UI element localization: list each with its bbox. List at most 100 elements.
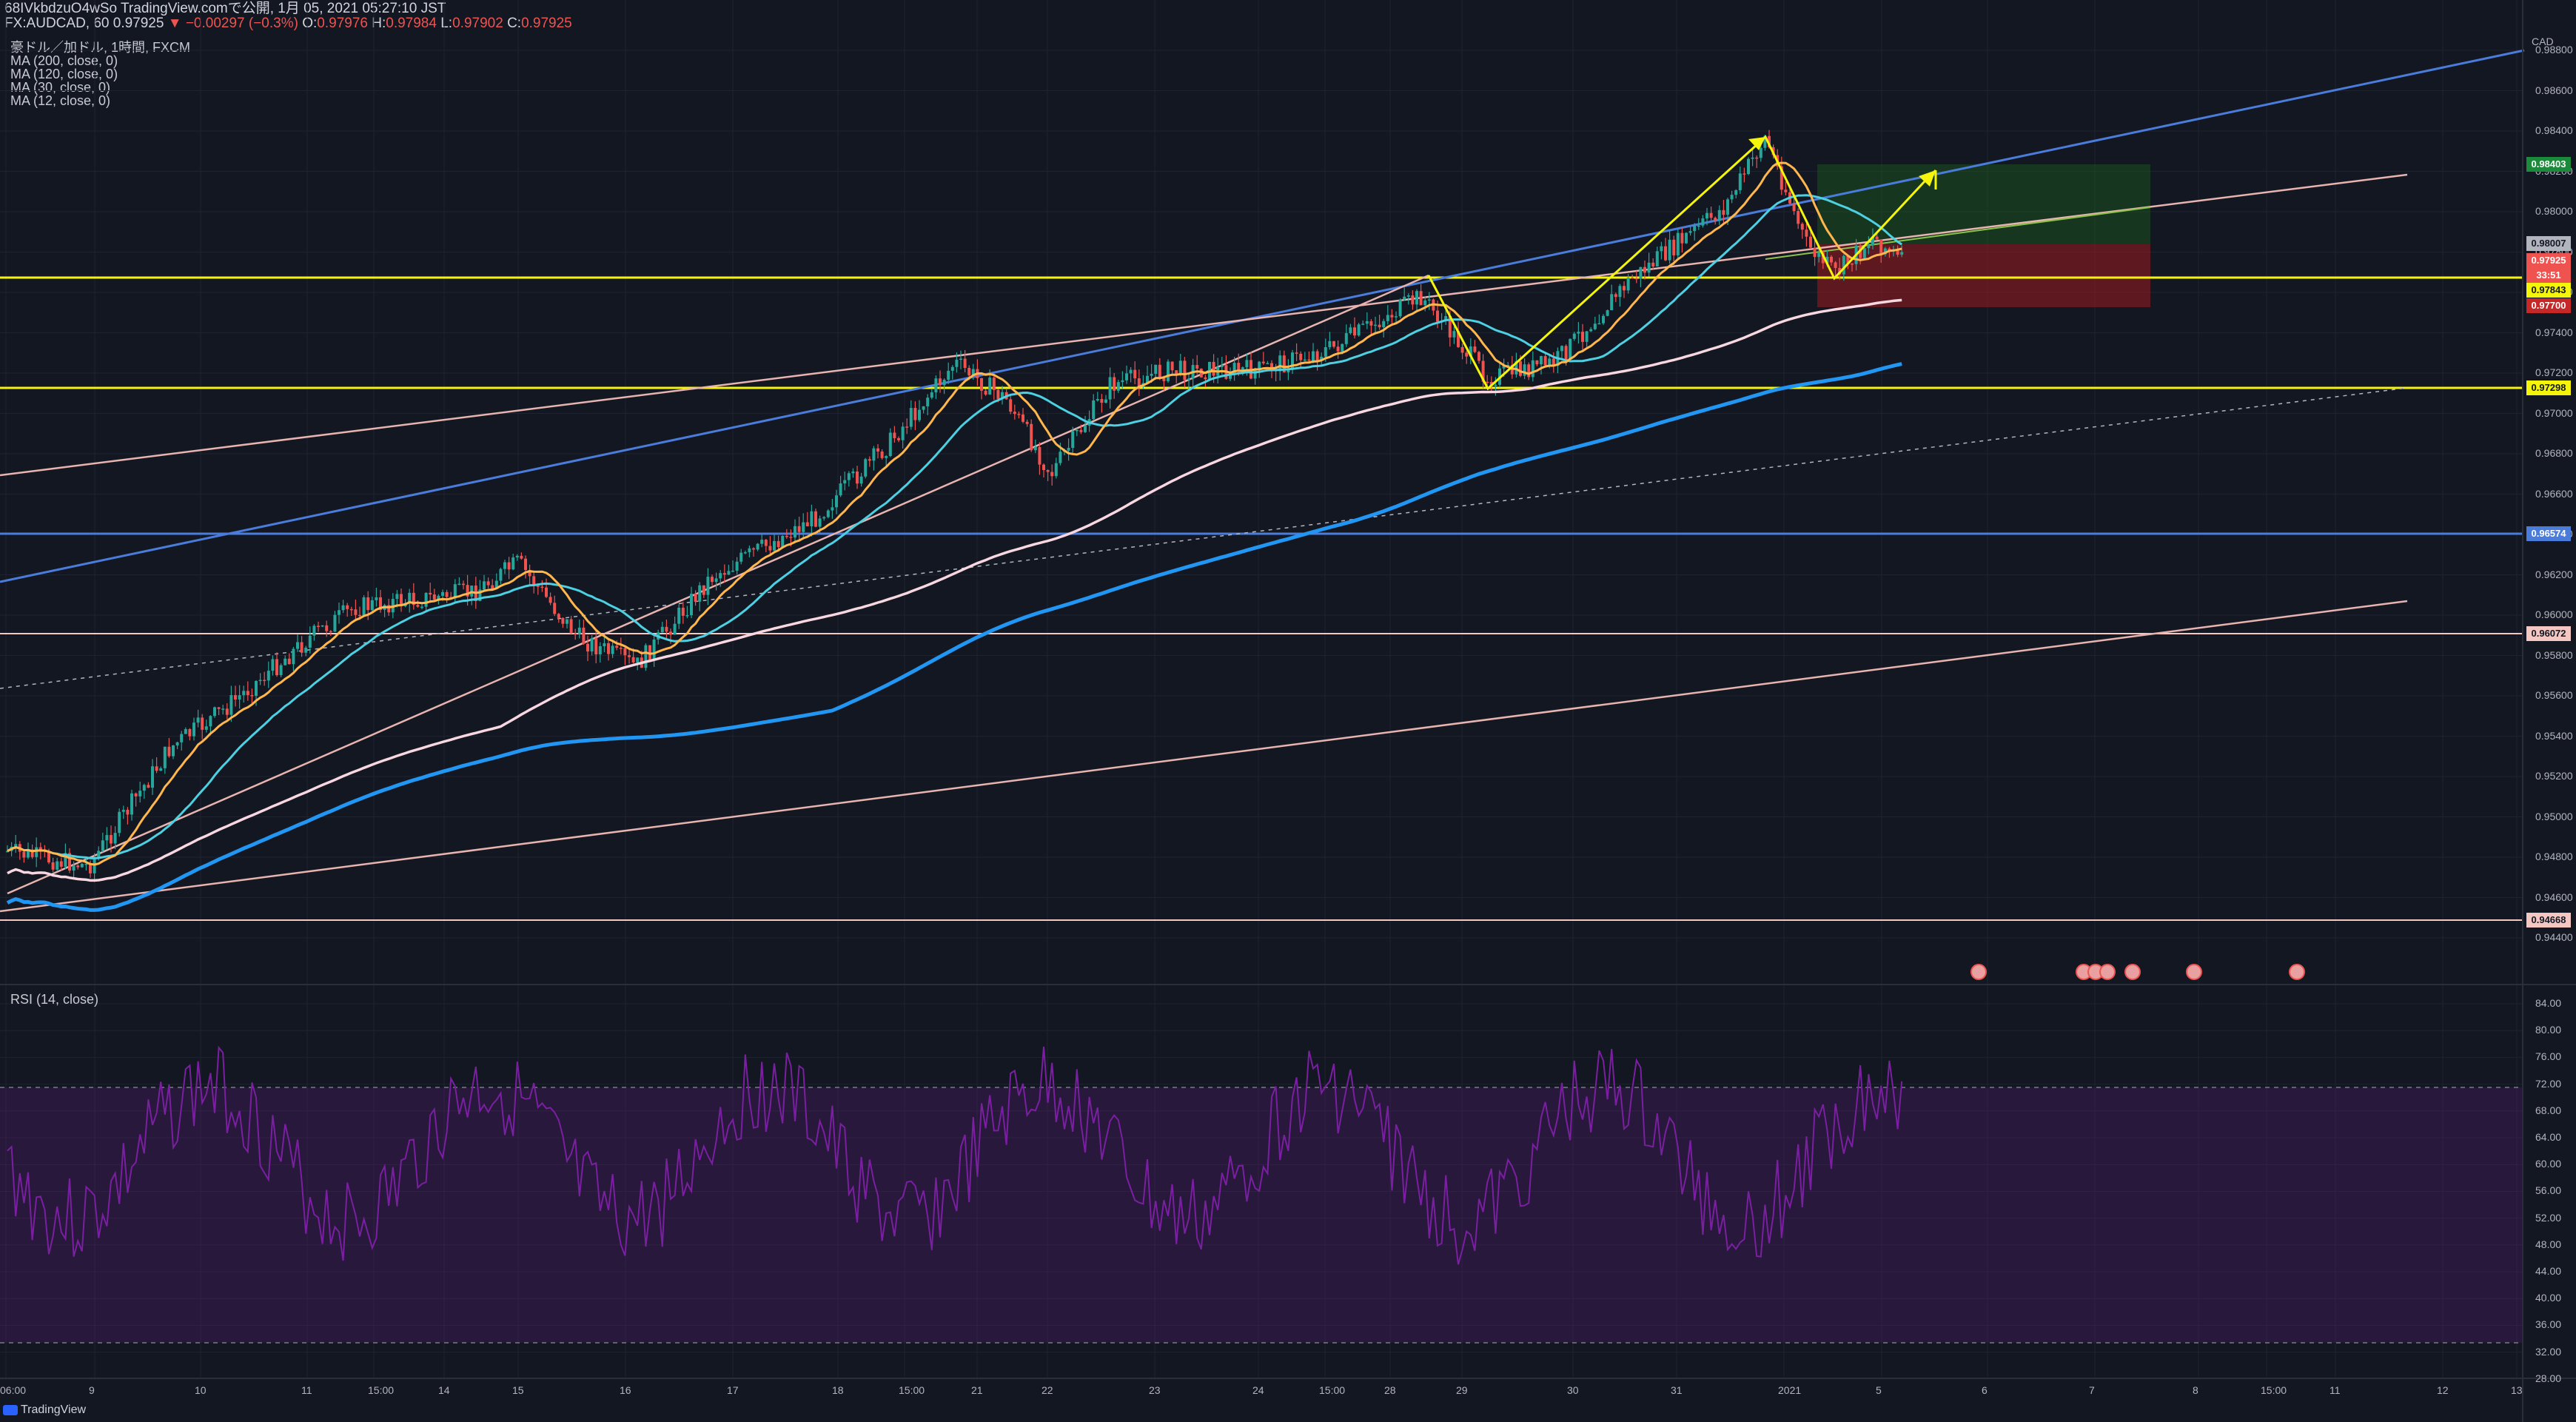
candle-body [1792, 203, 1796, 212]
candle-body [1423, 300, 1427, 306]
candle-body [942, 379, 946, 386]
price-tag: 0.96574 [2526, 526, 2571, 541]
target-zone[interactable] [1817, 164, 2150, 244]
candle-body [59, 861, 63, 867]
trendline-dotted[interactable] [0, 387, 2408, 689]
indicator-ma120[interactable]: MA (120, close, 0) [10, 67, 118, 81]
event-marker[interactable] [2289, 964, 2305, 980]
time-axis-label: 5 [1876, 1384, 1882, 1396]
brand: TradingView [3, 1403, 86, 1417]
candle-body [1502, 366, 1506, 369]
high-label: H: [372, 16, 386, 31]
rsi-axis-label: 28.00 [2535, 1372, 2562, 1384]
candle-body [1013, 412, 1016, 415]
candle-body [441, 591, 444, 596]
time-axis-label: 6 [1982, 1384, 1988, 1396]
rsi-title[interactable]: RSI (14, close) [10, 992, 99, 1007]
candle-body [246, 691, 249, 696]
candle-body [1232, 363, 1236, 375]
candle-body [1427, 299, 1431, 301]
event-marker[interactable] [2186, 964, 2202, 980]
indicator-ma200[interactable]: MA (200, close, 0) [10, 53, 118, 68]
candle-body [1199, 368, 1203, 378]
candle-body [134, 793, 138, 796]
candle-body [561, 617, 565, 624]
indicator-ma12[interactable]: MA (12, close, 0) [10, 93, 111, 108]
candle-body [822, 517, 826, 519]
candle-body [1655, 251, 1659, 266]
candle-body [1229, 375, 1232, 379]
candle-body [1104, 399, 1107, 403]
candle-body [1022, 414, 1024, 422]
price-axis-label: 0.98400 [2535, 124, 2573, 136]
candle-body [553, 603, 557, 614]
candle-body [56, 861, 59, 870]
candle-body [97, 851, 101, 858]
price-axis-label: 0.96600 [2535, 487, 2573, 500]
candle-body [984, 390, 987, 395]
candle-body [51, 862, 55, 870]
candle-body [1137, 378, 1141, 387]
trendline-pink-upper[interactable] [0, 173, 2408, 477]
candle-body [1717, 209, 1721, 221]
candle-body [1084, 426, 1087, 432]
candle-body [76, 865, 80, 868]
candle-body [296, 642, 299, 649]
event-marker[interactable] [2124, 964, 2141, 980]
event-marker[interactable] [1970, 964, 1987, 980]
candle-body [1307, 359, 1311, 361]
candle-body [1025, 421, 1029, 424]
candle-body [1349, 327, 1352, 334]
candle-body [1204, 377, 1207, 380]
stop-zone[interactable] [1817, 244, 2150, 307]
candle-body [607, 643, 610, 654]
candle-body [1175, 370, 1178, 375]
symbol-label[interactable]: FX:AUDCAD, 60 [4, 16, 110, 31]
candle-body [1709, 212, 1713, 218]
candle-body [934, 378, 938, 393]
candle-body [603, 643, 606, 646]
candle-body [308, 635, 312, 648]
candle-body [457, 583, 461, 586]
price-axis-label: 0.98600 [2535, 84, 2573, 96]
candle-body [1444, 316, 1448, 321]
candle-body [329, 631, 332, 633]
candle-body [1075, 429, 1079, 432]
candle-body [909, 408, 913, 427]
indicator-symbol[interactable]: 豪ドル／加ドル, 1時間, FXCM [10, 40, 191, 55]
down-arrow-icon: ▼ [167, 16, 182, 31]
candle-body [947, 370, 950, 380]
candle-body [113, 833, 117, 844]
candle-body [1291, 352, 1294, 369]
publish-info: 68IVkbdzuO4wSo TradingView.comで公開, 1月 05… [4, 1, 446, 16]
candle-body [358, 614, 361, 617]
trendline-pink-lower[interactable] [0, 600, 2408, 913]
candle-body [905, 426, 909, 428]
candle-body [1315, 351, 1319, 361]
candle-body [333, 614, 337, 632]
trendline-green[interactable] [1765, 207, 2151, 260]
candle-body [38, 847, 42, 850]
time-axis-label: 13 [2511, 1384, 2523, 1396]
event-marker[interactable] [2099, 964, 2116, 980]
candle-body [1457, 331, 1460, 347]
candle-body [1332, 341, 1335, 347]
candle-body [172, 745, 175, 757]
candle-body [1150, 373, 1153, 376]
candle-body [1515, 361, 1518, 375]
candle-body [1900, 252, 1904, 255]
price-axis-label: 0.96800 [2535, 447, 2573, 459]
trendline-blue-upper[interactable] [0, 49, 2525, 583]
candle-body [395, 594, 399, 600]
candle-body [1685, 232, 1688, 244]
candle-body [1602, 315, 1605, 323]
candle-body [711, 577, 714, 583]
candle-body [1195, 365, 1199, 369]
trendline-pink-channel[interactable] [7, 274, 1429, 895]
candle-body [453, 584, 457, 599]
candle-body [204, 726, 208, 730]
candle-body [1071, 431, 1075, 448]
ma120-line [7, 298, 1902, 882]
time-axis-label: 15:00 [368, 1384, 395, 1396]
